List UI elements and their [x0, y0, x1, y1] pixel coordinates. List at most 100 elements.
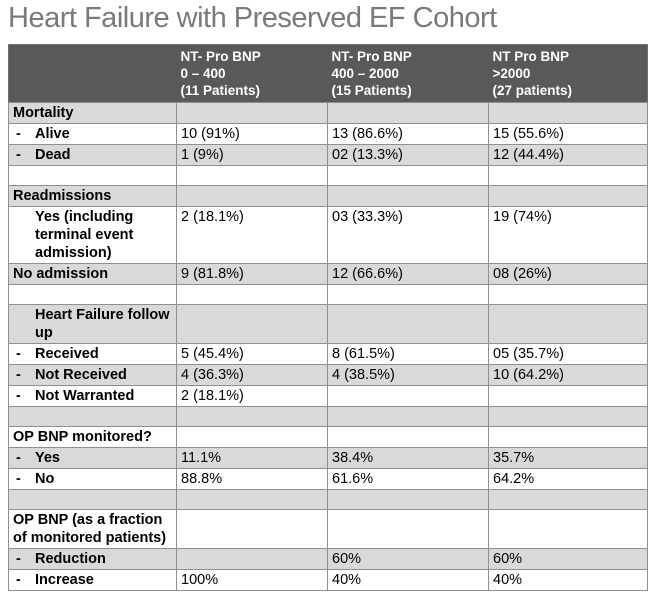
bullet-dash: - [16, 346, 21, 362]
table-header: NT- Pro BNP 0 – 400 (11 Patients) NT- Pro B… [8, 44, 648, 103]
row-label: Increase [35, 572, 94, 588]
value-cell: 4 (36.3%) [176, 364, 328, 386]
row-label-cell: No admission [8, 263, 177, 285]
value-cell: 08 (26%) [488, 263, 648, 285]
value-cell [176, 284, 328, 305]
value-cell [327, 284, 489, 305]
value-cell [327, 185, 489, 207]
row-label: Received [35, 346, 99, 362]
row-label: Readmissions [13, 188, 112, 204]
row-label: Not Warranted [35, 388, 135, 404]
table-row: - Not Received 4 (36.3%) 4 (38.5%) 10 (64.2%… [8, 364, 648, 386]
value-cell [488, 385, 648, 407]
value-cell: 40% [327, 569, 489, 591]
table-row [8, 406, 648, 427]
column-header-1: NT- Pro BNP 0 – 400 (11 Patients) [176, 44, 328, 103]
row-label: OP BNP (as a fraction of monitored patie… [13, 512, 167, 546]
value-cell: 1 (9%) [176, 144, 328, 166]
column-header-line: (15 Patients) [331, 83, 412, 98]
value-cell: 100% [176, 569, 328, 591]
value-cell: 10 (91%) [176, 123, 328, 145]
row-label-wrap: - Alive [13, 125, 172, 143]
value-cell [176, 165, 328, 186]
value-cell: 61.6% [327, 468, 489, 490]
value-cell: 2 (18.1%) [176, 206, 328, 264]
row-label-wrap: - Received [13, 345, 172, 363]
value-cell: 9 (81.8%) [176, 263, 328, 285]
row-label-cell: - Not Received [8, 364, 177, 386]
row-label: OP BNP monitored? [13, 429, 152, 445]
row-label: Heart Failure follow up [35, 307, 170, 341]
row-label-wrap: Heart Failure follow up [13, 306, 172, 342]
column-header-line: NT- Pro BNP [331, 49, 412, 64]
row-label-wrap: - Increase [13, 571, 172, 589]
value-cell: 2 (18.1%) [176, 385, 328, 407]
bullet-dash: - [16, 126, 21, 142]
table-row: Heart Failure follow up [8, 304, 648, 344]
table-body: Mortality - Alive 10 (91%) 13 (86.6%) 15 (55.… [8, 102, 648, 591]
value-cell: 19 (74%) [488, 206, 648, 264]
value-cell [488, 426, 648, 448]
row-label-wrap: OP BNP (as a fraction of monitored patie… [13, 511, 172, 547]
column-header-0 [8, 44, 177, 103]
bullet-dash: - [16, 388, 21, 404]
value-cell: 02 (13.3%) [327, 144, 489, 166]
bullet-dash: - [16, 367, 21, 383]
row-label-cell: - Alive [8, 123, 177, 145]
row-label-wrap: - Not Warranted [13, 387, 172, 405]
value-cell [327, 165, 489, 186]
table-row: Readmissions [8, 185, 648, 207]
value-cell: 12 (44.4%) [488, 144, 648, 166]
value-cell: 60% [488, 548, 648, 570]
row-label-cell [8, 284, 177, 305]
table-row: - Reduction 60% 60% [8, 548, 648, 570]
value-cell [327, 426, 489, 448]
row-label: Yes [35, 450, 60, 466]
value-cell [176, 509, 328, 549]
row-label-cell: - Received [8, 343, 177, 365]
row-label-cell: Yes (including terminal event admission) [8, 206, 177, 264]
table-row: Mortality [8, 102, 648, 124]
value-cell [176, 548, 328, 570]
value-cell [488, 509, 648, 549]
column-header-3: NT Pro BNP >2000 (27 patients) [488, 44, 648, 103]
value-cell [327, 406, 489, 427]
value-cell: 12 (66.6%) [327, 263, 489, 285]
row-label-wrap: Mortality [13, 104, 172, 122]
row-label-cell [8, 165, 177, 186]
table-row: - Not Warranted 2 (18.1%) [8, 385, 648, 407]
page-title: Heart Failure with Preserved EF Cohort [8, 2, 497, 34]
value-cell: 4 (38.5%) [327, 364, 489, 386]
row-label-cell: - Reduction [8, 548, 177, 570]
table-row [8, 284, 648, 305]
value-cell [327, 304, 489, 344]
bullet-dash: - [16, 551, 21, 567]
value-cell [488, 406, 648, 427]
table-row: OP BNP (as a fraction of monitored patie… [8, 509, 648, 549]
row-label-cell: Readmissions [8, 185, 177, 207]
value-cell: 35.7% [488, 447, 648, 469]
row-label-cell: - Increase [8, 569, 177, 591]
value-cell [176, 406, 328, 427]
cohort-table: NT- Pro BNP 0 – 400 (11 Patients) NT- Pro B… [8, 44, 648, 591]
value-cell [176, 304, 328, 344]
table-row: - Yes 11.1% 38.4% 35.7% [8, 447, 648, 469]
table-row [8, 489, 648, 510]
bullet-dash: - [16, 572, 21, 588]
value-cell: 10 (64.2%) [488, 364, 648, 386]
row-label: Alive [35, 126, 70, 142]
row-label: Dead [35, 147, 71, 163]
column-header-line: 400 – 2000 [331, 66, 400, 81]
value-cell [488, 185, 648, 207]
row-label-cell [8, 489, 177, 510]
table-row: - No 88.8% 61.6% 64.2% [8, 468, 648, 490]
table-row: - Alive 10 (91%) 13 (86.6%) 15 (55.6%) [8, 123, 648, 145]
value-cell: 05 (35.7%) [488, 343, 648, 365]
value-cell [488, 102, 648, 124]
value-cell: 60% [327, 548, 489, 570]
row-label: No admission [13, 266, 109, 282]
row-label: No [35, 471, 55, 487]
table-row: Yes (including terminal event admission)… [8, 206, 648, 264]
value-cell [327, 102, 489, 124]
